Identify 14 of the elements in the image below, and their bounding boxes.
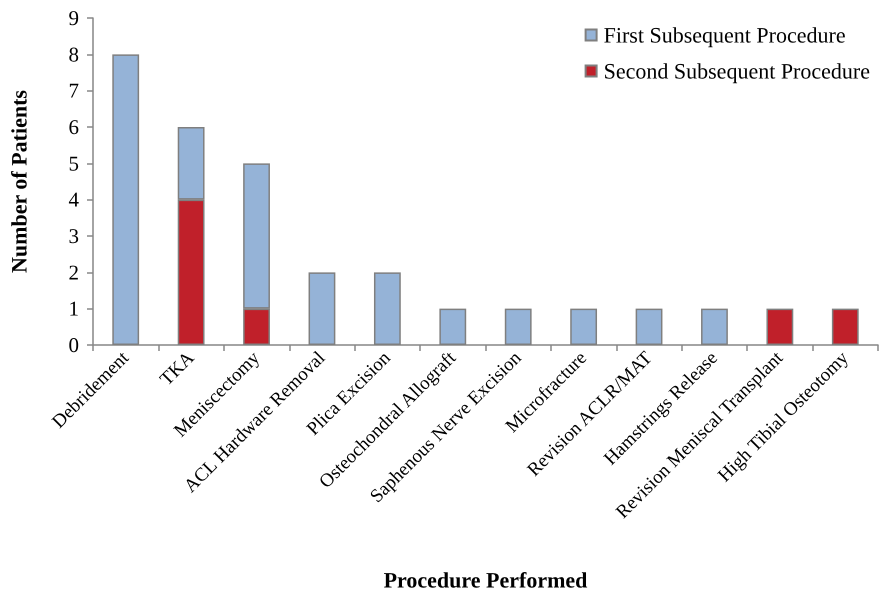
y-tick-label: 5	[68, 151, 79, 176]
x-axis-title: Procedure Performed	[384, 568, 588, 592]
y-tick-label: 4	[68, 188, 80, 212]
y-tick-label: 3	[68, 224, 79, 248]
y-tick-label: 9	[68, 6, 79, 30]
y-tick-label: 6	[68, 115, 79, 139]
y-tick-label: 8	[68, 42, 79, 66]
y-axis-title: Number of Patients	[6, 90, 32, 273]
legend-label: Second Subsequent Procedure	[604, 58, 870, 84]
y-tick-label: 7	[68, 78, 79, 103]
legend-label: First Subsequent Procedure	[604, 22, 846, 48]
y-tick-label: 0	[68, 333, 79, 357]
y-tick-label: 2	[68, 260, 79, 284]
y-tick-label: 1	[68, 296, 79, 321]
